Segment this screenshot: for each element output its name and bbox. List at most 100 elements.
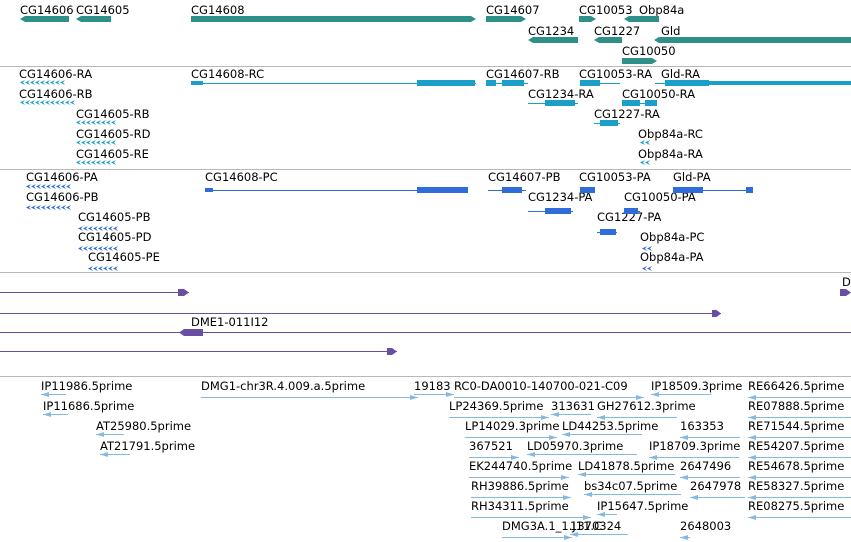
feature-label[interactable]: CG14605 [76, 3, 130, 17]
feature-label[interactable]: CG14607 [486, 3, 540, 17]
feature-label[interactable]: CG1234-PA [528, 190, 593, 204]
est-alignment[interactable] [748, 417, 851, 418]
feature-label[interactable]: RE71544.5prime [748, 419, 845, 433]
feature-label[interactable]: RC0-DA0010-140700-021-C09 [454, 379, 628, 393]
gene-bar[interactable] [579, 16, 596, 22]
feature-label[interactable]: RE54678.5prime [748, 459, 845, 473]
feature-label[interactable]: CG14608-RC [191, 67, 265, 81]
feature-label[interactable]: EK244740.5prime [469, 459, 573, 473]
feature-label[interactable]: CG1227 [594, 24, 641, 38]
feature-label[interactable]: Obp84a-PC [640, 230, 705, 244]
gene-bar[interactable] [654, 37, 851, 43]
gene-bar[interactable] [178, 289, 189, 296]
gene-bar[interactable] [179, 329, 203, 336]
est-alignment[interactable] [551, 414, 591, 415]
feature-label[interactable]: DMG3A.1_1.J11.C [502, 519, 603, 533]
est-alignment[interactable] [651, 394, 711, 395]
feature-label[interactable]: CG1227-PA [597, 210, 662, 224]
feature-label[interactable]: 2648003 [680, 519, 732, 533]
feature-label[interactable]: DMG1-chr3R.4.009.a.5prime [201, 379, 366, 393]
feature-label[interactable]: RH34311.5prime [471, 499, 569, 513]
est-alignment[interactable] [597, 417, 677, 418]
feature-label[interactable]: 163353 [680, 419, 724, 433]
feature-label[interactable]: Gld [661, 24, 681, 38]
feature-label[interactable]: AT21791.5prime [100, 439, 196, 453]
est-alignment[interactable] [527, 454, 637, 455]
feature-label[interactable]: DME1-011I12 [191, 315, 269, 329]
est-alignment[interactable] [471, 497, 571, 498]
feature-label[interactable]: Obp84a-RC [638, 127, 703, 141]
est-alignment[interactable] [748, 497, 851, 498]
est-alignment[interactable] [96, 434, 124, 435]
est-alignment[interactable] [748, 517, 851, 518]
feature-label[interactable]: RE54207.5prime [748, 439, 845, 453]
feature-label[interactable]: IP15647.5prime [597, 499, 689, 513]
feature-label[interactable]: LD05970.3prime [527, 439, 624, 453]
feature-label[interactable]: 1370324 [570, 519, 622, 533]
feature-label[interactable]: Obp84a-RA [638, 147, 703, 161]
feature-label[interactable]: Obp84a [639, 3, 685, 17]
gene-bar[interactable] [622, 58, 657, 64]
feature-label[interactable]: CG14606 [20, 3, 74, 17]
feature-label[interactable]: IP11686.5prime [43, 399, 135, 413]
est-alignment[interactable] [471, 517, 591, 518]
feature-label[interactable]: CG14607-RB [486, 67, 560, 81]
feature-label[interactable]: GH27612.3prime [597, 399, 696, 413]
feature-label[interactable]: CG14605-RE [76, 147, 149, 161]
feature-label[interactable]: Gld-RA [661, 67, 700, 81]
feature-label[interactable]: Gld-PA [673, 170, 711, 184]
est-alignment[interactable] [597, 514, 617, 515]
feature-label[interactable]: Obp84a-PA [640, 250, 704, 264]
est-alignment[interactable] [502, 537, 572, 538]
gene-bar[interactable] [0, 313, 721, 314]
gene-bar[interactable] [486, 16, 526, 22]
feature-label[interactable]: CG10053 [579, 3, 633, 17]
gene-bar[interactable] [191, 16, 476, 22]
est-alignment[interactable] [465, 437, 557, 438]
feature-label[interactable]: CG1227-RA [594, 107, 660, 121]
est-alignment[interactable] [43, 414, 68, 415]
est-alignment[interactable] [748, 477, 851, 478]
feature-label[interactable]: LP14029.3prime [465, 419, 560, 433]
est-alignment[interactable] [469, 457, 519, 458]
gene-bar[interactable] [76, 16, 111, 22]
feature-label[interactable]: CG14605-RB [76, 107, 150, 121]
feature-label[interactable]: CG1234 [528, 24, 575, 38]
feature-label[interactable]: CG14605-PE [88, 250, 160, 264]
feature-label[interactable]: LD41878.5prime [578, 459, 675, 473]
feature-label[interactable]: CG1234-RA [528, 87, 594, 101]
gene-bar[interactable] [387, 348, 397, 355]
feature-label[interactable]: CG10050-PA [624, 190, 696, 204]
feature-label[interactable]: CG14606-PB [26, 190, 99, 204]
gene-bar[interactable] [528, 37, 578, 43]
est-alignment[interactable] [414, 394, 454, 395]
feature-label[interactable]: D [842, 275, 851, 289]
feature-label[interactable]: CG14608 [191, 3, 245, 17]
feature-label[interactable]: CG14606-PA [26, 170, 98, 184]
gene-bar[interactable] [0, 351, 397, 352]
est-alignment[interactable] [41, 394, 66, 395]
gene-bar[interactable] [624, 16, 659, 22]
gene-bar[interactable] [712, 310, 721, 317]
feature-label[interactable]: CG14608-PC [205, 170, 278, 184]
feature-label[interactable]: CG10053-RA [579, 67, 653, 81]
feature-label[interactable]: IP18509.3prime [651, 379, 743, 393]
est-alignment[interactable] [680, 477, 740, 478]
feature-label[interactable]: LP24369.5prime [449, 399, 544, 413]
est-alignment[interactable] [649, 457, 739, 458]
est-alignment[interactable] [690, 497, 745, 498]
feature-label[interactable]: 19183 [414, 379, 451, 393]
feature-label[interactable]: RE07888.5prime [748, 399, 845, 413]
est-alignment[interactable] [680, 437, 740, 438]
est-alignment[interactable] [748, 437, 851, 438]
est-alignment[interactable] [748, 457, 851, 458]
est-alignment[interactable] [570, 534, 628, 535]
gene-bar[interactable] [594, 37, 622, 43]
est-alignment[interactable] [578, 474, 675, 475]
feature-label[interactable]: CG10050-RA [622, 87, 696, 101]
feature-label[interactable]: CG14607-PB [488, 170, 561, 184]
feature-label[interactable]: CG14605-PB [78, 210, 151, 224]
feature-label[interactable]: LD44253.5prime [562, 419, 659, 433]
feature-label[interactable]: CG14605-RD [76, 127, 151, 141]
feature-label[interactable]: bs34c07.5prime [584, 479, 678, 493]
